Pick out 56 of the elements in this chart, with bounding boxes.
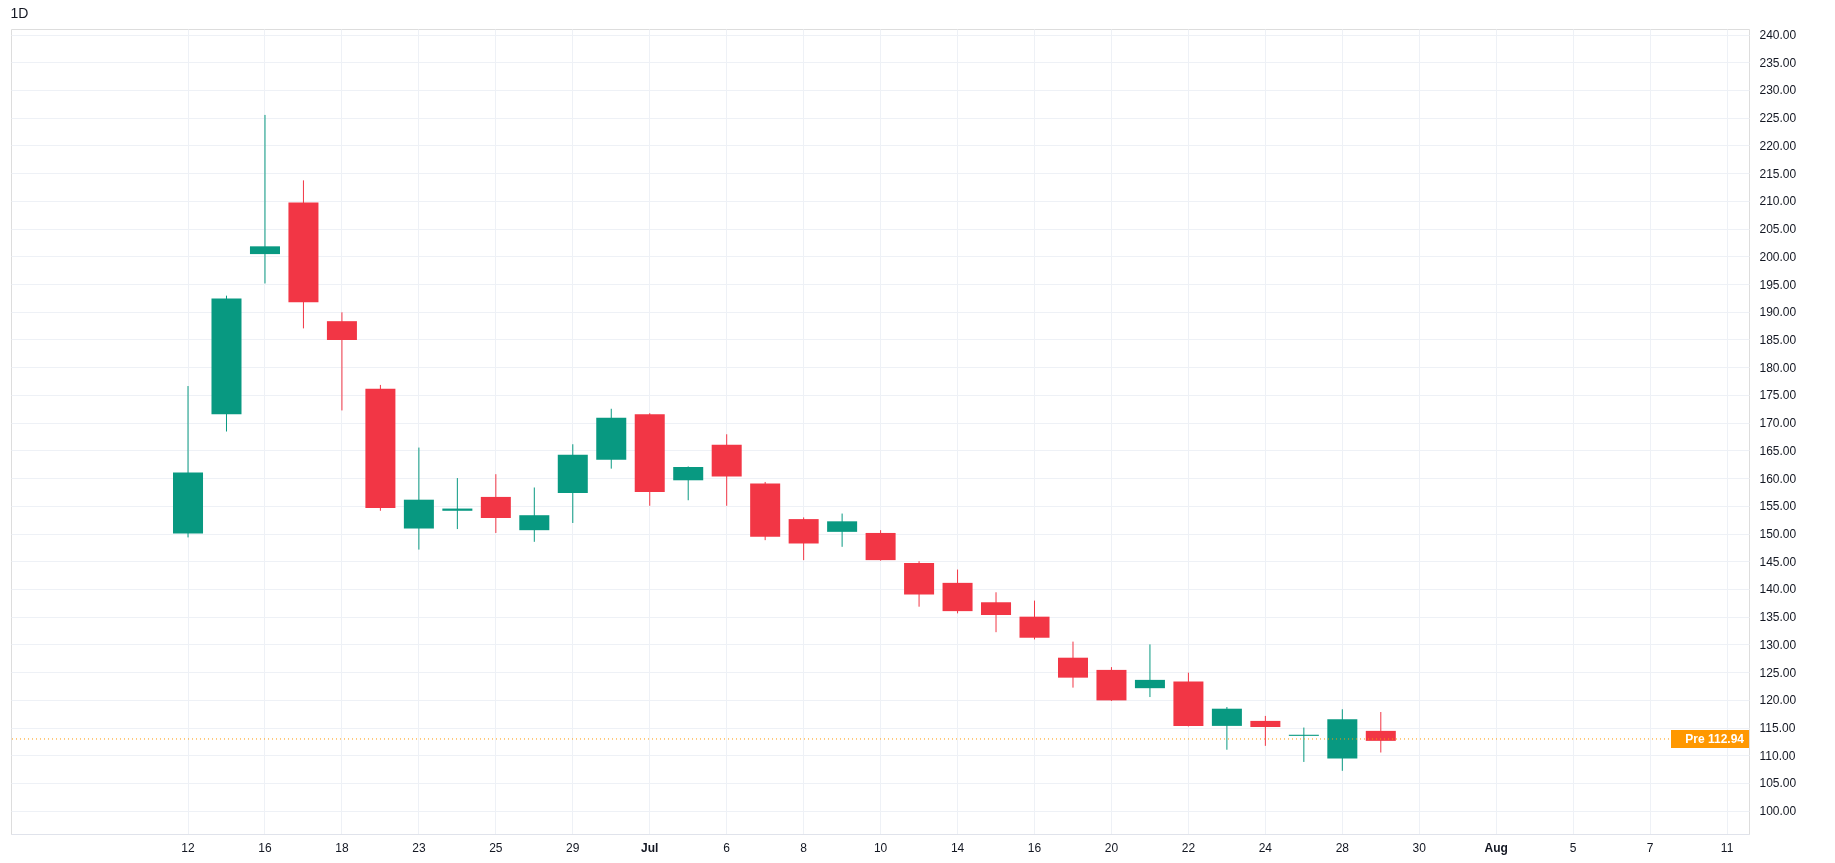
- x-tick-label: 5: [1569, 840, 1577, 855]
- x-tick-label: 29: [566, 840, 580, 855]
- y-tick-label: 105.00: [1759, 776, 1797, 791]
- y-tick-label: 215.00: [1759, 166, 1797, 181]
- y-tick-label: 240.00: [1759, 28, 1797, 43]
- candlestick: [442, 477, 473, 530]
- y-tick-label: 205.00: [1759, 222, 1797, 237]
- x-tick-label: 20: [1104, 840, 1119, 855]
- y-tick-label: 200.00: [1759, 249, 1797, 264]
- y-tick-label: 195.00: [1759, 277, 1797, 292]
- y-tick-label: 130.00: [1759, 637, 1797, 652]
- x-tick-label: Jul: [641, 840, 659, 855]
- y-tick-label: 190.00: [1759, 305, 1797, 320]
- y-tick-label: 225.00: [1759, 111, 1797, 126]
- x-tick-label: 28: [1335, 840, 1350, 855]
- candlestick: [249, 114, 280, 284]
- candlestick: [1288, 727, 1319, 763]
- y-tick-label: 115.00: [1759, 721, 1796, 736]
- x-tick-label: 12: [181, 840, 196, 855]
- x-tick-label: 25: [489, 840, 503, 855]
- y-tick-label: 140.00: [1759, 582, 1797, 597]
- x-tick-label: Aug: [1484, 840, 1508, 855]
- text: 1D: [10, 4, 29, 21]
- ref-line-label: Pre 112.94: [1685, 731, 1745, 746]
- x-tick-label: 24: [1258, 840, 1273, 855]
- y-tick-label: 175.00: [1759, 388, 1797, 403]
- x-tick-label: 23: [412, 840, 426, 855]
- y-tick-label: 180.00: [1759, 360, 1797, 375]
- x-tick-label: 22: [1181, 840, 1196, 855]
- x-tick-label: 6: [723, 840, 731, 855]
- y-tick-label: 185.00: [1759, 332, 1797, 347]
- x-tick-label: 18: [335, 840, 349, 855]
- x-tick-label: 30: [1412, 840, 1427, 855]
- y-tick-label: 135.00: [1759, 610, 1797, 625]
- y-tick-label: 210.00: [1759, 194, 1797, 209]
- y-tick-label: 100.00: [1759, 804, 1797, 819]
- y-tick-label: 120.00: [1759, 693, 1797, 708]
- y-tick-label: 235.00: [1759, 55, 1797, 70]
- x-tick-label: 14: [950, 840, 965, 855]
- y-tick-label: 145.00: [1759, 554, 1797, 569]
- y-tick-label: 230.00: [1759, 83, 1797, 98]
- y-tick-label: 110.00: [1759, 748, 1796, 763]
- y-tick-label: 170.00: [1759, 416, 1797, 431]
- candlestick: [1250, 715, 1281, 747]
- y-tick-label: 125.00: [1759, 665, 1797, 680]
- y-tick-label: 220.00: [1759, 138, 1797, 153]
- x-tick-label: 16: [258, 840, 272, 855]
- y-tick-label: 155.00: [1759, 499, 1797, 514]
- x-tick-label: 8: [800, 840, 808, 855]
- x-tick-label: 16: [1027, 840, 1042, 855]
- x-tick-label: 7: [1646, 840, 1654, 855]
- y-tick-label: 150.00: [1759, 527, 1797, 542]
- x-tick-label: 10: [873, 840, 888, 855]
- y-tick-label: 160.00: [1759, 471, 1797, 486]
- x-tick-label: 11: [1720, 840, 1734, 855]
- y-tick-label: 165.00: [1759, 443, 1797, 458]
